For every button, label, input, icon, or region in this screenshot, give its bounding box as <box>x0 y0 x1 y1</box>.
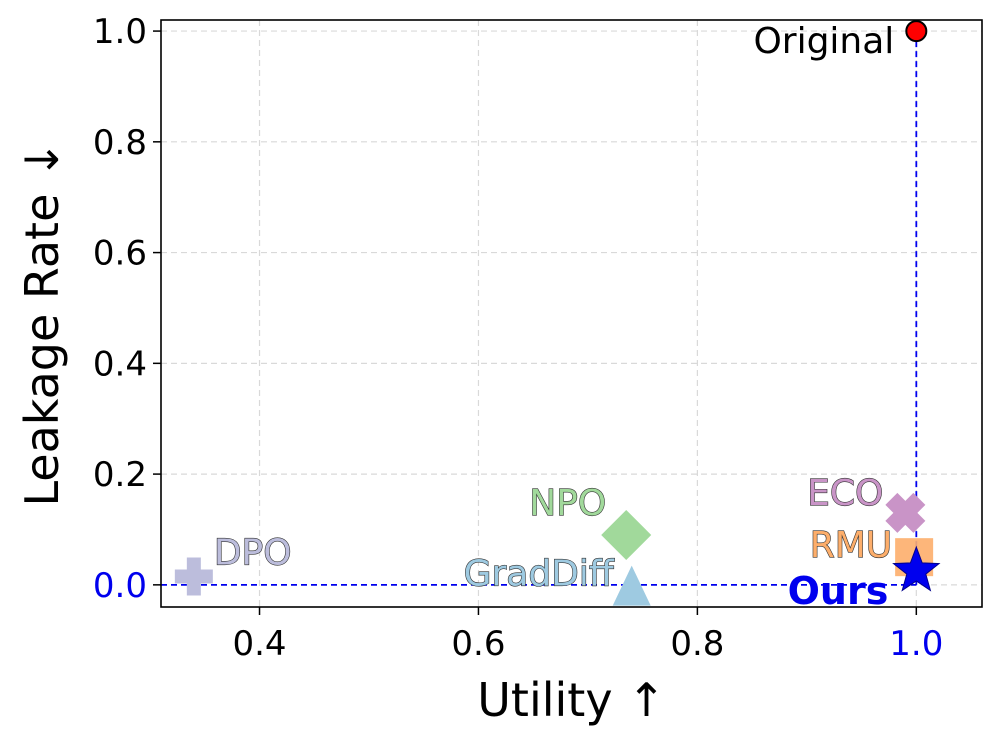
graddiff-label: GradDiff <box>464 554 615 595</box>
x-tick-label: 0.4 <box>232 624 286 664</box>
x-tick-label: 0.8 <box>670 624 724 664</box>
x-tick-label: 0.6 <box>451 624 505 664</box>
dpo-label: DPO <box>214 533 292 574</box>
ours-marker <box>892 545 941 592</box>
plot-frame <box>160 19 983 608</box>
y-tick-label: 0.8 <box>93 123 147 163</box>
eco-label: ECO <box>807 473 883 514</box>
y-axis-label: Leakage Rate ↓ <box>15 140 69 506</box>
ticks: 0.4 0.6 0.8 1.0 0.0 0.2 0.4 0.6 0.8 1.0 <box>93 12 943 664</box>
eco-marker <box>885 492 926 533</box>
y-tick-label: 0.4 <box>93 344 147 384</box>
graddiff-marker <box>612 565 651 606</box>
original-label: Original <box>753 21 894 62</box>
y-tick-label: 0.0 <box>93 566 147 606</box>
x-axis-label: Utility ↑ <box>477 673 665 727</box>
reference-lines <box>161 31 918 586</box>
npo-marker <box>601 510 652 561</box>
dpo-marker <box>174 557 213 596</box>
x-tick-label: 1.0 <box>889 624 943 664</box>
y-tick-label: 0.2 <box>93 455 147 495</box>
ours-label: Ours <box>788 569 889 613</box>
y-tick-label: 1.0 <box>93 12 147 52</box>
original-marker <box>905 20 928 43</box>
rmu-label: RMU <box>810 525 892 566</box>
npo-label: NPO <box>529 483 606 524</box>
y-tick-label: 0.6 <box>93 234 147 274</box>
